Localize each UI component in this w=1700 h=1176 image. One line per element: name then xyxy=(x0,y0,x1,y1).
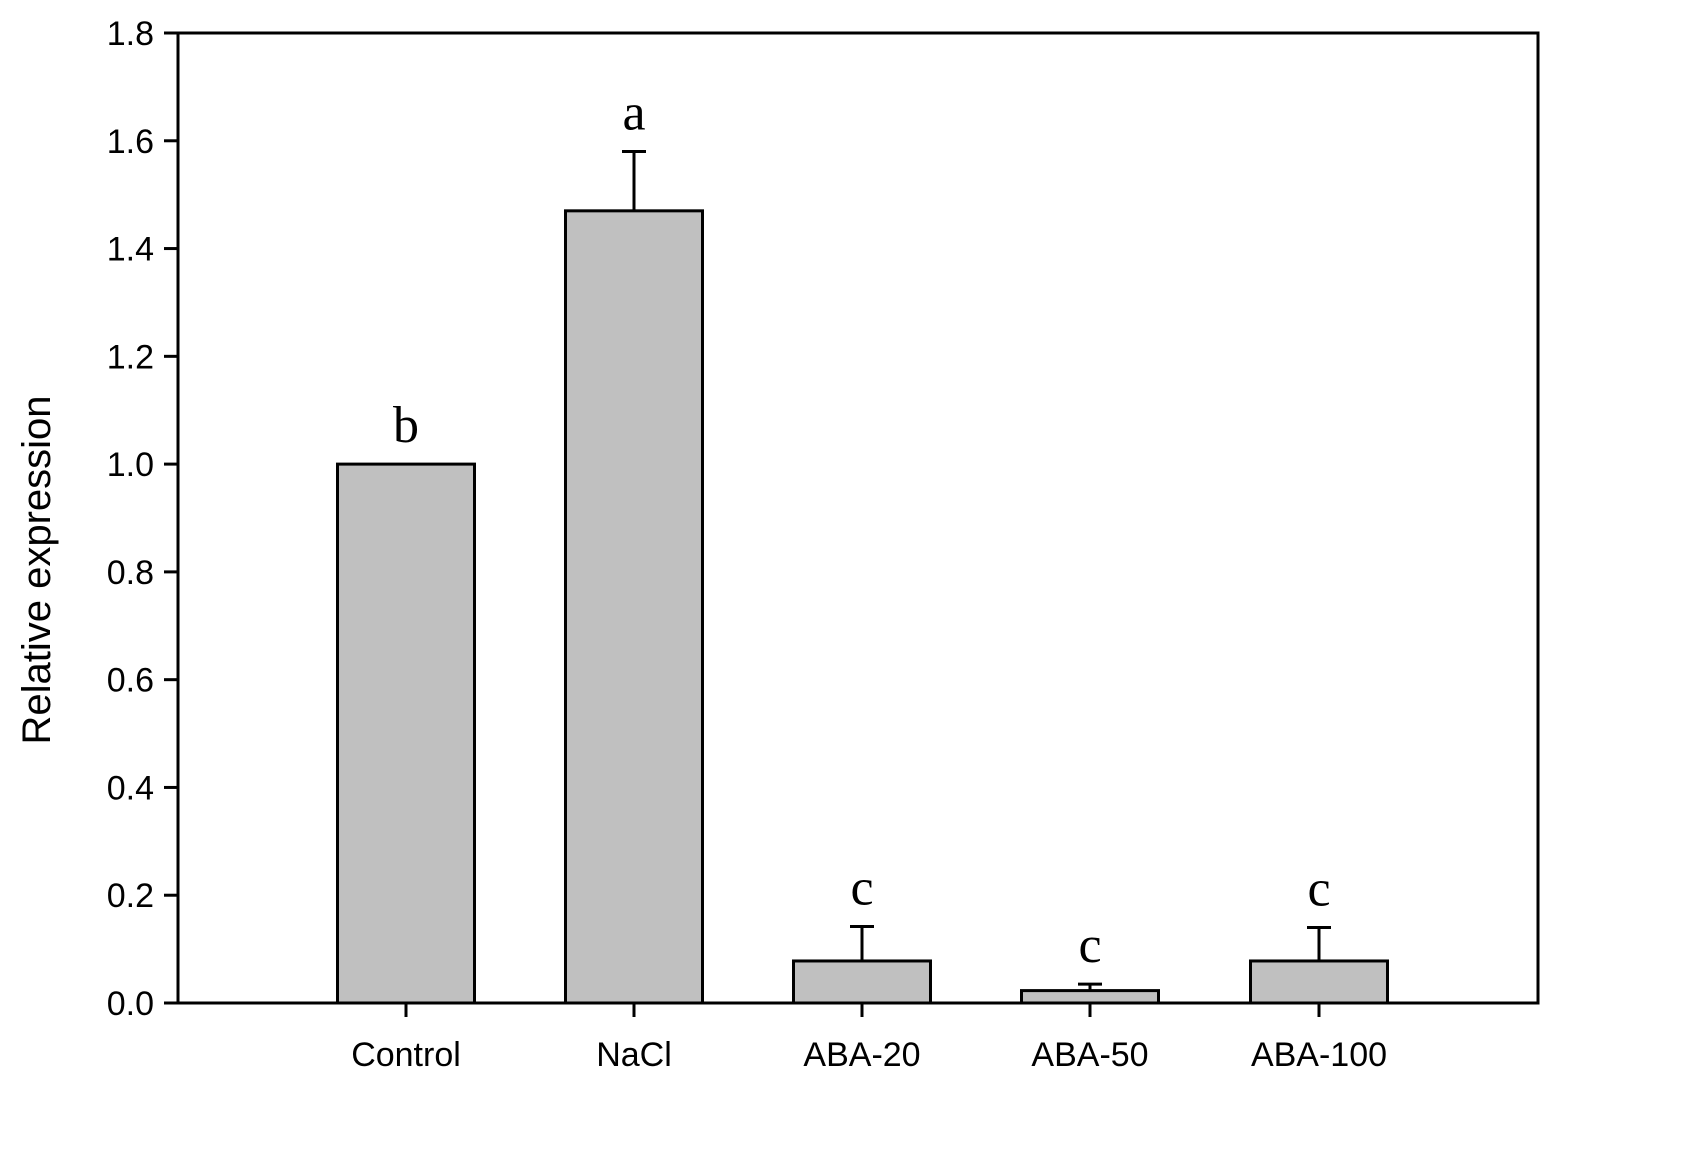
significance-letters: b a c c c xyxy=(393,85,1331,975)
bar-aba-20 xyxy=(792,959,932,1005)
y-axis-title: Relative expression xyxy=(15,395,59,744)
x-tick-label: Control xyxy=(351,1036,461,1074)
y-tick-label: 1.0 xyxy=(107,446,154,484)
y-axis: 0.0 0.2 0.4 0.6 0.8 1.0 1.2 1.4 1.6 1.8 xyxy=(107,15,178,1023)
y-tick-label: 1.4 xyxy=(107,231,154,269)
y-tick-label: 1.6 xyxy=(107,123,154,161)
x-tick-label: ABA-100 xyxy=(1251,1036,1387,1074)
y-tick-label: 0.4 xyxy=(107,769,154,807)
x-axis: Control NaCl ABA-20 ABA-50 ABA-100 xyxy=(351,1003,1387,1074)
significance-letter: c xyxy=(1307,861,1330,918)
bar-aba-50 xyxy=(1020,989,1160,1005)
significance-letter: c xyxy=(1078,917,1101,974)
significance-letter: b xyxy=(393,397,419,454)
error-bars xyxy=(622,150,1331,991)
y-tick-label: 0.6 xyxy=(107,662,154,700)
significance-letter: c xyxy=(850,859,873,916)
x-tick-label: ABA-20 xyxy=(803,1036,920,1074)
significance-letter: a xyxy=(622,85,645,142)
bar-aba-100 xyxy=(1249,959,1389,1005)
y-tick-label: 0.0 xyxy=(107,985,154,1023)
y-tick-label: 0.2 xyxy=(107,877,154,915)
bar-control xyxy=(336,462,476,1005)
x-tick-label: NaCl xyxy=(596,1036,672,1074)
y-tick-label: 0.8 xyxy=(107,554,154,592)
bars xyxy=(336,209,1389,1005)
y-tick-label: 1.2 xyxy=(107,338,154,376)
bar-nacl xyxy=(564,209,704,1005)
y-tick-label: 1.8 xyxy=(107,15,154,53)
x-tick-label: ABA-50 xyxy=(1031,1036,1148,1074)
